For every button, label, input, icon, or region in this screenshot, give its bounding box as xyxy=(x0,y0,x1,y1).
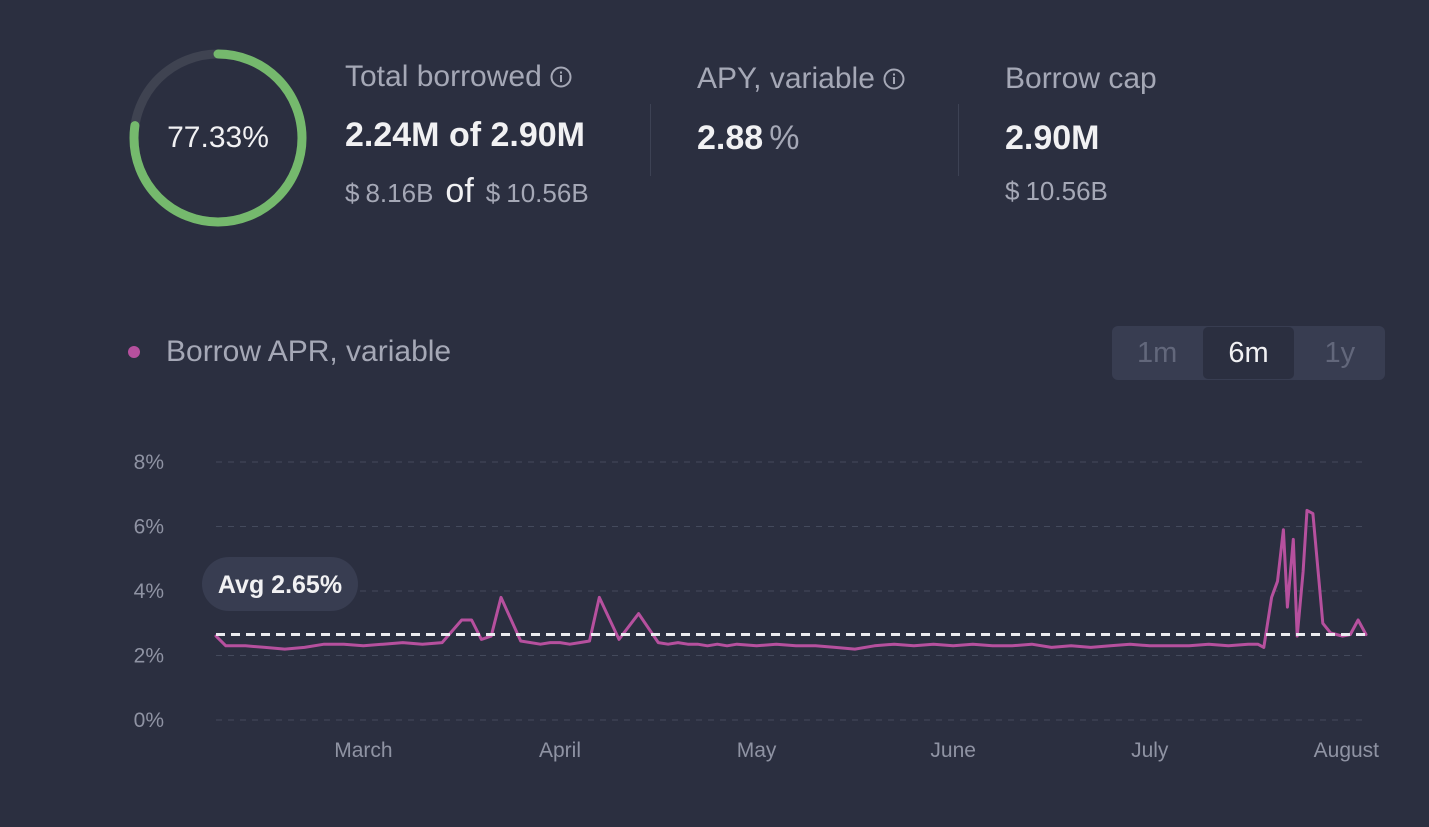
legend-dot xyxy=(128,346,140,358)
apy-variable-label: APY, variable xyxy=(697,62,905,96)
y-tick-label: 8% xyxy=(134,451,164,474)
info-icon[interactable] xyxy=(883,68,905,90)
series-line xyxy=(214,508,1368,651)
currency-symbol: $ xyxy=(1005,176,1020,206)
utilization-ring xyxy=(129,49,307,227)
x-tick-label: March xyxy=(334,739,392,762)
usd-cap: 10.56B xyxy=(506,178,589,208)
total-borrowed-usd: $ 8.16B of $ 10.56B xyxy=(345,172,589,211)
of-word: of xyxy=(445,172,474,210)
y-tick-label: 2% xyxy=(134,645,164,668)
x-tick-label: May xyxy=(737,739,777,762)
utilization-percent: 77.33% xyxy=(167,121,269,154)
legend-label: Borrow APR, variable xyxy=(166,335,452,368)
apy-unit: % xyxy=(769,119,800,157)
apy-variable-value: 2.88% xyxy=(697,119,799,158)
total-borrowed-value: 2.24M of 2.90M xyxy=(345,116,585,154)
ring-progress xyxy=(129,49,307,227)
x-tick-label: April xyxy=(539,739,581,762)
info-icon[interactable] xyxy=(550,66,572,88)
apy-number: 2.88 xyxy=(697,119,764,157)
divider xyxy=(650,104,651,176)
divider xyxy=(958,104,959,176)
total-borrowed-label-text: Total borrowed xyxy=(345,60,542,93)
apy-variable-label-text: APY, variable xyxy=(697,62,875,95)
x-tick-label: June xyxy=(930,739,976,762)
time-range-switch: 1m 6m 1y xyxy=(1112,326,1385,380)
borrow-cap-usd: $ 10.56B xyxy=(1005,176,1108,207)
total-borrowed-label: Total borrowed xyxy=(345,60,572,94)
borrow-apr-chart: 0% 2% 4% 6% 8% March April May June July August Avg… xyxy=(134,451,1380,762)
currency-symbol: $ xyxy=(485,178,501,208)
usd-borrowed: 8.16B xyxy=(365,178,434,208)
average-label: Avg 2.65% xyxy=(218,571,342,599)
currency-symbol: $ xyxy=(345,178,360,208)
average-label-pill xyxy=(202,557,358,611)
range-1m-button[interactable]: 1m xyxy=(1137,336,1178,369)
borrow-cap-usd-value: 10.56B xyxy=(1025,176,1108,206)
range-1y-button[interactable]: 1y xyxy=(1324,336,1356,369)
y-tick-label: 0% xyxy=(134,709,164,732)
y-tick-label: 6% xyxy=(134,516,164,539)
range-6m-button[interactable]: 6m xyxy=(1203,327,1294,379)
y-tick-label: 4% xyxy=(134,580,164,603)
borrow-cap-value: 2.90M xyxy=(1005,119,1100,157)
x-tick-label: July xyxy=(1131,739,1169,762)
borrow-cap-label: Borrow cap xyxy=(1005,62,1157,95)
x-tick-label: August xyxy=(1314,739,1380,762)
